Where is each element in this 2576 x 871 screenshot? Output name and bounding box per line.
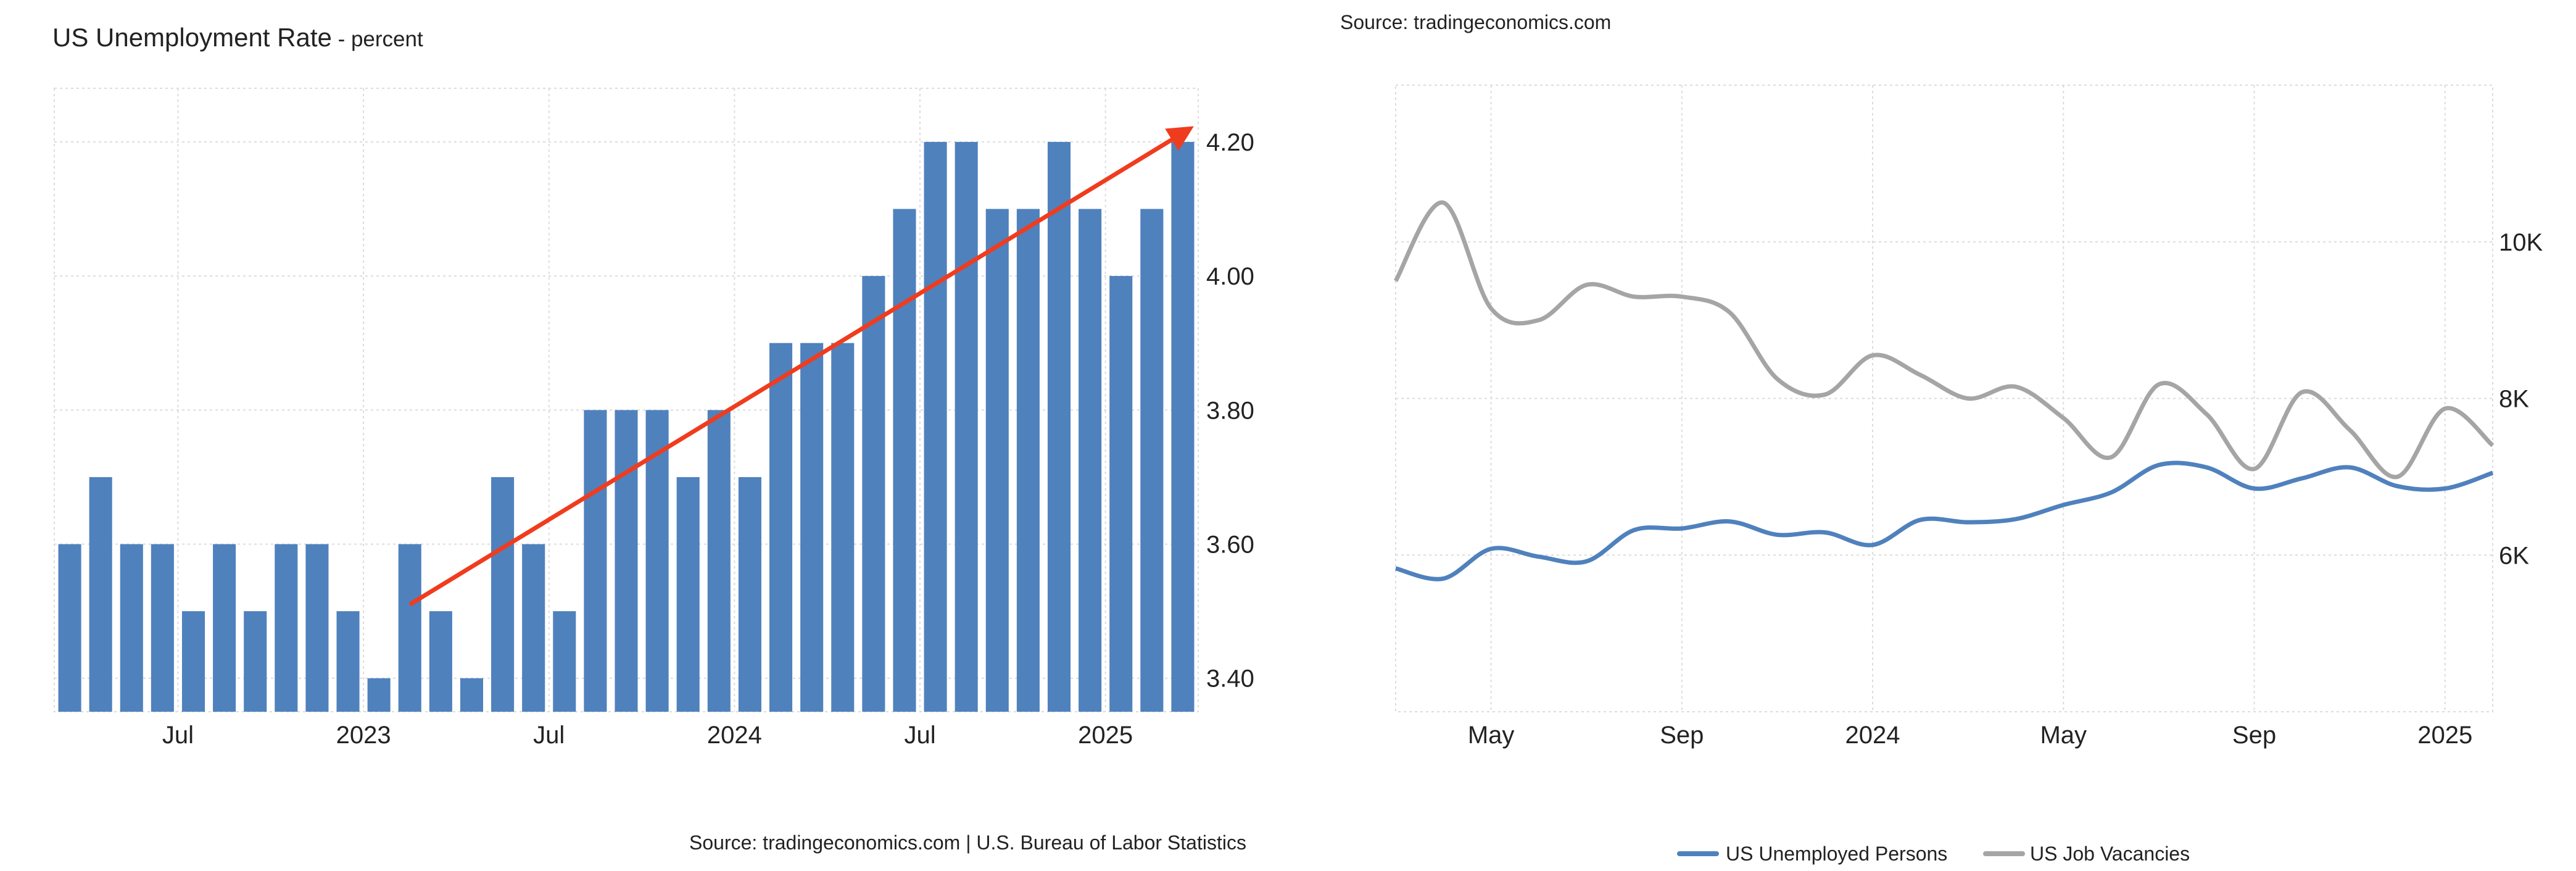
bar [769,343,793,712]
bar [893,209,916,712]
right-x-tick-label: Sep [1660,722,1704,749]
bar [181,611,205,712]
series-line-vacancies [1393,200,2495,480]
left-x-tick-label: 2025 [1078,722,1133,749]
right-y-tick-label: 6K [2499,542,2529,569]
bar [89,477,112,712]
bar [955,141,978,712]
bar [460,678,483,712]
left-y-tick-label: 4.00 [1206,263,1254,290]
right-x-tick-label: 2025 [2417,722,2472,749]
right-plot-frame [1395,85,2493,712]
right-x-tick-label: May [1468,722,1515,749]
left-chart-subtitle-sep: - [332,27,351,51]
bar [58,544,81,712]
left-x-tick-label: Jul [904,722,935,749]
right-chart-x-axis: May Sep 2024 May Sep 2025 [1468,722,2472,749]
bar [800,343,824,712]
bar [522,544,545,712]
left-x-tick-label: 2023 [336,722,391,749]
left-chart-source: Source: tradingeconomics.com | U.S. Bure… [689,831,1246,854]
left-y-tick-label: 3.40 [1206,665,1254,693]
left-chart-bars [58,141,1195,712]
legend-label-vacancies: US Job Vacancies [2030,843,2190,865]
bar [1109,276,1133,712]
bar [1171,141,1195,712]
left-chart-subtitle: percent [351,27,423,51]
bar [1047,141,1071,712]
bar [553,611,576,712]
right-chart-legend: US Unemployed Persons US Job Vacancies [1677,843,2190,865]
right-chart-lines [1393,200,2495,581]
bar [862,276,885,712]
bar [985,209,1009,712]
left-chart-title-line: US Unemployment Rate - percent [52,23,423,52]
bar [151,544,174,712]
right-x-tick-label: Sep [2232,722,2276,749]
bar [831,343,855,712]
left-x-tick-label: Jul [533,722,565,749]
bar [120,544,143,712]
unemployed-vs-vacancies-chart: Source: tradingeconomics.com May Sep 2024 M… [1340,11,2543,865]
trend-arrow [408,126,1194,607]
left-chart-title: US Unemployment Rate [52,23,332,52]
unemployment-rate-chart: US Unemployment Rate - percent Jul 2023 Ju… [52,23,1254,854]
legend-label-unemployed: US Unemployed Persons [1726,843,1947,865]
bar [213,544,236,712]
bar [336,611,360,712]
bar [491,477,515,712]
right-x-tick-label: May [2040,722,2087,749]
left-chart-x-axis: Jul 2023 Jul 2024 Jul 2025 [162,722,1133,749]
right-chart-source: Source: tradingeconomics.com [1340,11,1611,33]
left-x-tick-label: 2024 [707,722,762,749]
bar [676,477,700,712]
right-y-tick-label: 10K [2499,229,2543,256]
bar [1079,209,1102,712]
series-line-unemployed [1395,461,2494,581]
left-y-tick-label: 3.80 [1206,397,1254,424]
right-chart-y-axis: 6K 8K 10K [2499,229,2543,570]
bar [707,410,731,712]
bar [244,611,267,712]
bar [738,477,761,712]
bar [584,410,607,712]
left-y-tick-label: 4.20 [1206,129,1254,156]
right-y-tick-label: 8K [2499,386,2529,413]
bar [275,544,298,712]
right-chart-grid [1395,85,2493,712]
left-y-tick-label: 3.60 [1206,531,1254,558]
left-x-tick-label: Jul [162,722,194,749]
bar [367,678,391,712]
bar [429,611,452,712]
left-chart-y-axis: 3.40 3.60 3.80 4.00 4.20 [1206,129,1254,693]
bar [924,141,947,712]
bar [1016,209,1040,712]
bar [615,410,638,712]
bar [305,544,329,712]
right-x-tick-label: 2024 [1845,722,1900,749]
bar [398,544,421,712]
bar [1140,209,1164,712]
